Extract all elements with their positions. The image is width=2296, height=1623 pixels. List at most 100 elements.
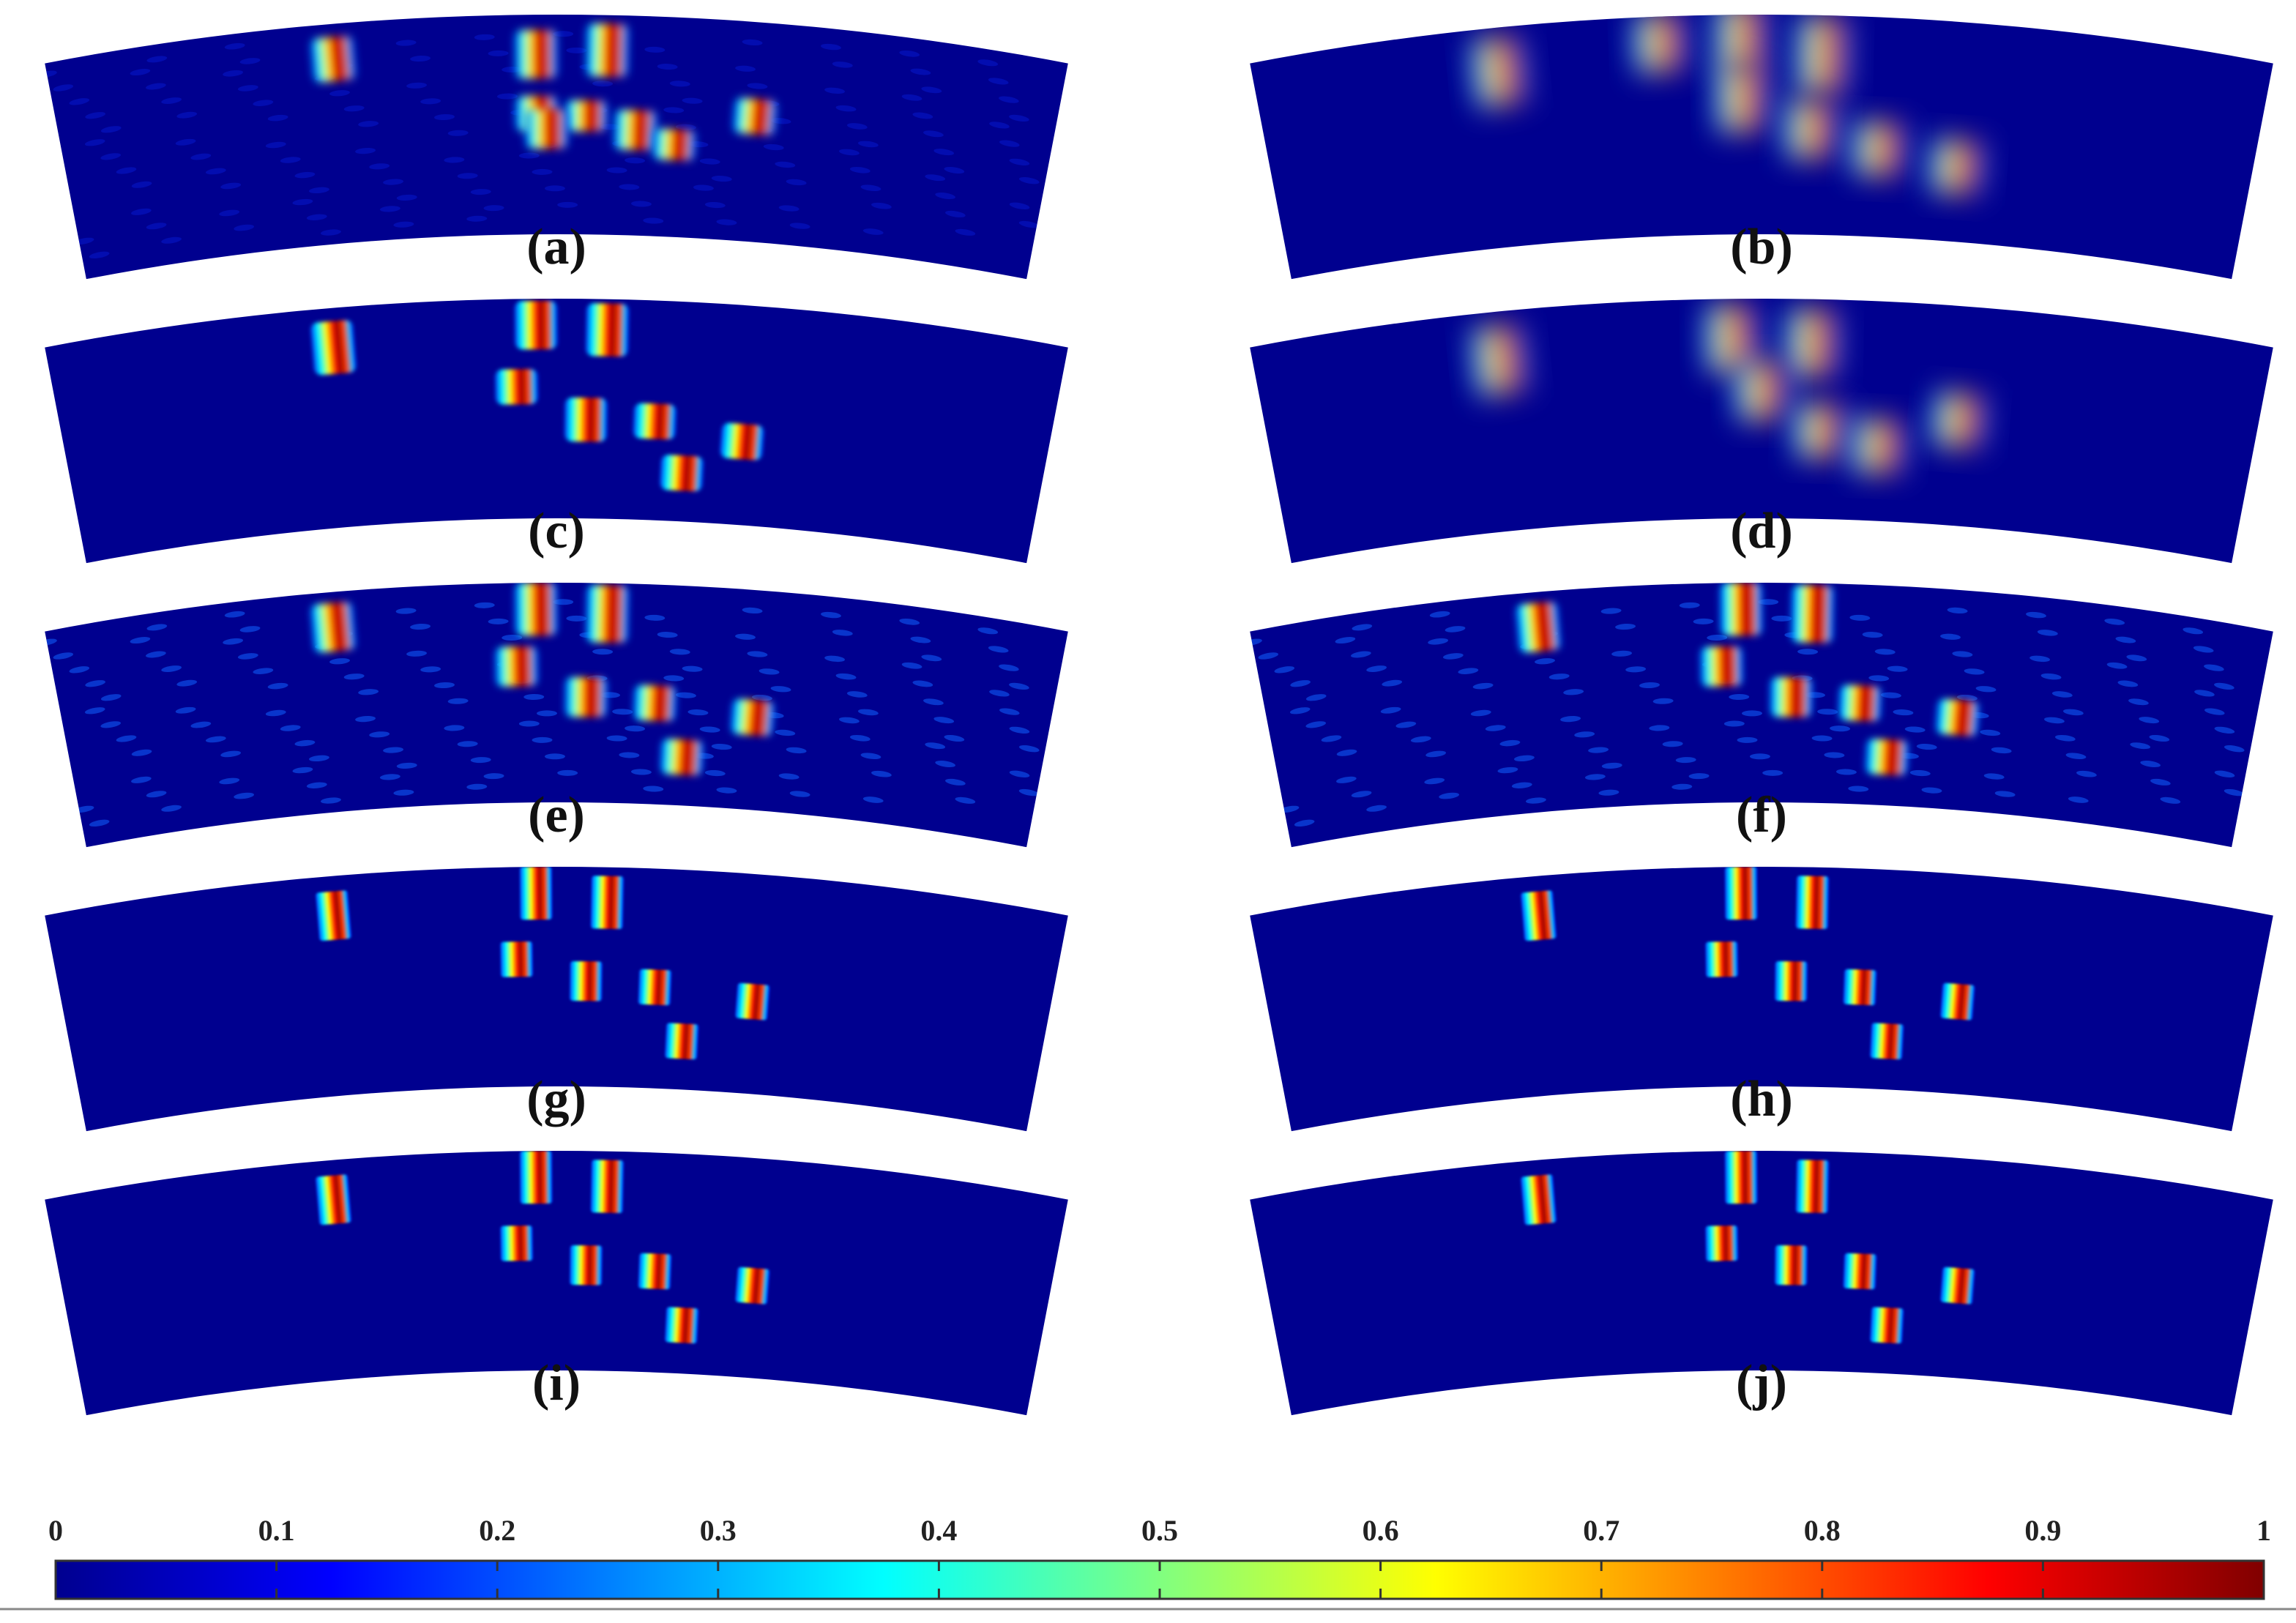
speckle <box>396 194 417 201</box>
activation-blob <box>585 585 630 643</box>
speckle <box>1410 736 1431 743</box>
activation-blob <box>733 97 778 135</box>
speckle <box>835 673 857 680</box>
speckle <box>999 664 1019 671</box>
speckle <box>2183 627 2204 635</box>
panel-grid: (a) (b) (c) (d) (e) (f) (g) (h) (i) (j) <box>45 14 2273 1416</box>
speckle <box>1352 624 1373 631</box>
speckle <box>862 796 884 803</box>
speckle <box>857 709 879 716</box>
speckle <box>592 649 614 655</box>
speckle <box>2065 753 2087 760</box>
activation-blob <box>316 890 351 941</box>
speckle <box>239 58 261 64</box>
speckle <box>85 680 105 687</box>
activation-blob <box>720 422 764 460</box>
speckle <box>1921 787 1942 794</box>
speckle <box>999 96 1019 103</box>
speckle <box>1429 611 1450 618</box>
speckle <box>343 105 365 112</box>
speckle <box>100 721 122 728</box>
activation-blob <box>1794 404 1846 458</box>
activation-blob <box>495 369 538 405</box>
speckle <box>265 141 286 149</box>
speckle <box>1250 638 1262 646</box>
speckle <box>410 623 431 630</box>
speckle <box>1485 725 1506 731</box>
colorbar-tick-label: 1 <box>2256 1514 2271 1547</box>
blob-layer <box>316 1151 770 1344</box>
activation-blob <box>310 320 357 376</box>
panel-label: (j) <box>1736 1355 1787 1411</box>
blob-layer <box>1471 305 1986 474</box>
speckle <box>1289 707 1311 715</box>
speckle <box>474 34 495 40</box>
speckle <box>945 210 966 217</box>
speckle <box>923 698 944 706</box>
speckle <box>1994 791 2016 797</box>
activation-blob <box>633 684 676 722</box>
speckle <box>977 627 999 635</box>
speckle <box>910 636 931 643</box>
speckle <box>234 792 255 799</box>
speckle <box>406 82 428 89</box>
speckle <box>329 90 350 97</box>
speckle <box>2062 709 2084 716</box>
blob-layer <box>1521 867 1975 1060</box>
speckle <box>488 50 509 56</box>
speckle <box>1305 721 1327 728</box>
colorbar-tick-label: 0 <box>48 1514 63 1547</box>
activation-blob <box>652 128 696 161</box>
speckle <box>444 725 465 731</box>
activation-blob <box>570 1245 603 1286</box>
speckle <box>1975 686 1997 693</box>
activation-blob <box>514 300 558 350</box>
activation-blob <box>1715 14 1767 70</box>
speckle <box>1737 736 1758 743</box>
speckle <box>406 650 428 657</box>
speckle <box>306 214 327 220</box>
speckle <box>1009 158 1030 166</box>
speckle <box>857 141 879 148</box>
speckle <box>2051 691 2073 698</box>
speckle <box>989 690 1010 697</box>
speckle <box>1290 680 1311 687</box>
speckle <box>1956 695 1978 701</box>
speckle <box>693 184 714 191</box>
speckle <box>1983 773 2005 780</box>
activation-blob <box>590 1160 624 1213</box>
speckle <box>912 112 933 119</box>
speckle <box>131 181 152 188</box>
blob-layer <box>45 583 1040 827</box>
speckle <box>161 805 182 812</box>
speckle <box>1018 745 1040 753</box>
speckle <box>544 753 565 760</box>
speckle <box>846 691 868 698</box>
speckle <box>320 229 341 236</box>
activation-blob <box>1719 583 1763 636</box>
speckle <box>1980 729 2001 736</box>
speckle <box>2037 630 2058 636</box>
panel-label: (g) <box>526 1071 586 1127</box>
speckle <box>849 166 871 174</box>
blob-layer <box>1470 14 1983 195</box>
speckle <box>294 739 316 747</box>
speckle <box>2044 717 2065 724</box>
speckle <box>711 175 732 182</box>
speckle <box>2139 717 2160 724</box>
speckle <box>644 46 666 53</box>
speckle <box>2224 745 2245 753</box>
speckle <box>434 682 455 689</box>
speckle <box>1600 608 1622 614</box>
activation-blob <box>1775 961 1808 1001</box>
speckle <box>657 632 678 638</box>
speckle <box>910 68 931 75</box>
speckle <box>770 686 791 693</box>
speckle <box>410 55 431 62</box>
speckle <box>699 158 720 165</box>
speckle <box>161 665 182 672</box>
activation-blob <box>1786 310 1838 377</box>
activation-blob <box>1521 1174 1557 1225</box>
activation-blob <box>1775 1245 1808 1286</box>
colorbar-tick-label: 0.6 <box>1363 1514 1399 1547</box>
